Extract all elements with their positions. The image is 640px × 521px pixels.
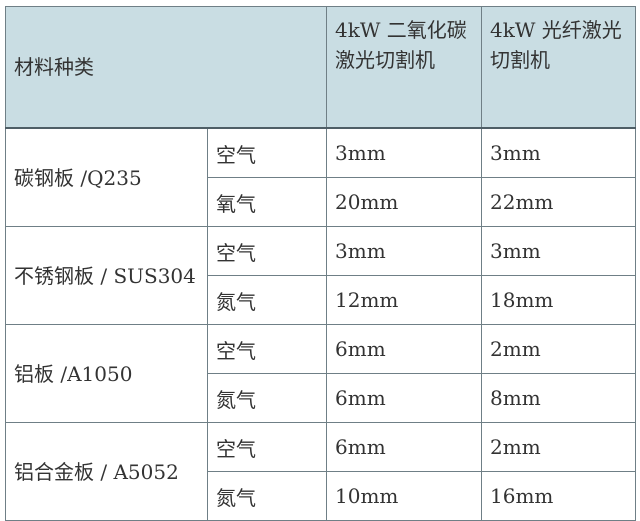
co2-thickness-cell: 20mm xyxy=(326,177,482,227)
co2-thickness-cell: 6mm xyxy=(326,422,482,472)
gas-cell: 氧气 xyxy=(207,177,327,227)
fiber-thickness-cell: 2mm xyxy=(481,422,636,472)
cutting-capacity-table: 材料种类 4kW 二氧化碳激光切割机 4kW 光纤激光切割机 碳钢板 /Q235… xyxy=(5,6,636,521)
header-material: 材料种类 xyxy=(5,6,327,129)
fiber-thickness-cell: 16mm xyxy=(481,471,636,521)
gas-cell: 氮气 xyxy=(207,373,327,423)
table-row: 铝合金板 / A5052 空气 6mm 2mm xyxy=(5,422,636,521)
fiber-thickness-cell: 3mm xyxy=(481,127,636,178)
header-fiber-laser: 4kW 光纤激光切割机 xyxy=(481,6,636,129)
material-cell: 铝板 /A1050 xyxy=(5,324,208,423)
co2-thickness-cell: 12mm xyxy=(326,275,482,325)
co2-thickness-cell: 10mm xyxy=(326,471,482,521)
gas-cell: 空气 xyxy=(207,324,327,374)
gas-cell: 空气 xyxy=(207,127,327,178)
co2-thickness-cell: 6mm xyxy=(326,324,482,374)
fiber-thickness-cell: 18mm xyxy=(481,275,636,325)
fiber-thickness-cell: 22mm xyxy=(481,177,636,227)
co2-thickness-cell: 6mm xyxy=(326,373,482,423)
table-row: 氧气 20mm 22mm xyxy=(6,177,636,227)
co2-thickness-cell: 3mm xyxy=(326,127,482,178)
material-cell: 铝合金板 / A5052 xyxy=(5,422,208,521)
table-row: 铝板 /A1050 空气 6mm 2mm xyxy=(5,324,636,423)
header-row: 材料种类 4kW 二氧化碳激光切割机 4kW 光纤激光切割机 xyxy=(5,6,636,129)
gas-cell: 氮气 xyxy=(207,275,327,325)
gas-cell: 空气 xyxy=(207,422,327,472)
fiber-thickness-cell: 3mm xyxy=(481,226,636,276)
table-row: 不锈钢板 / SUS304 空气 3mm 3mm xyxy=(5,226,636,325)
table-row: 氮气 10mm 16mm xyxy=(6,471,636,521)
co2-thickness-cell: 3mm xyxy=(326,226,482,276)
gas-cell: 空气 xyxy=(207,226,327,276)
table-row: 碳钢板 /Q235 空气 3mm 3mm xyxy=(5,127,636,227)
material-cell: 碳钢板 /Q235 xyxy=(5,127,208,227)
fiber-thickness-cell: 2mm xyxy=(481,324,636,374)
gas-cell: 氮气 xyxy=(207,471,327,521)
header-co2-laser: 4kW 二氧化碳激光切割机 xyxy=(326,6,482,129)
material-cell: 不锈钢板 / SUS304 xyxy=(5,226,208,325)
fiber-thickness-cell: 8mm xyxy=(481,373,636,423)
